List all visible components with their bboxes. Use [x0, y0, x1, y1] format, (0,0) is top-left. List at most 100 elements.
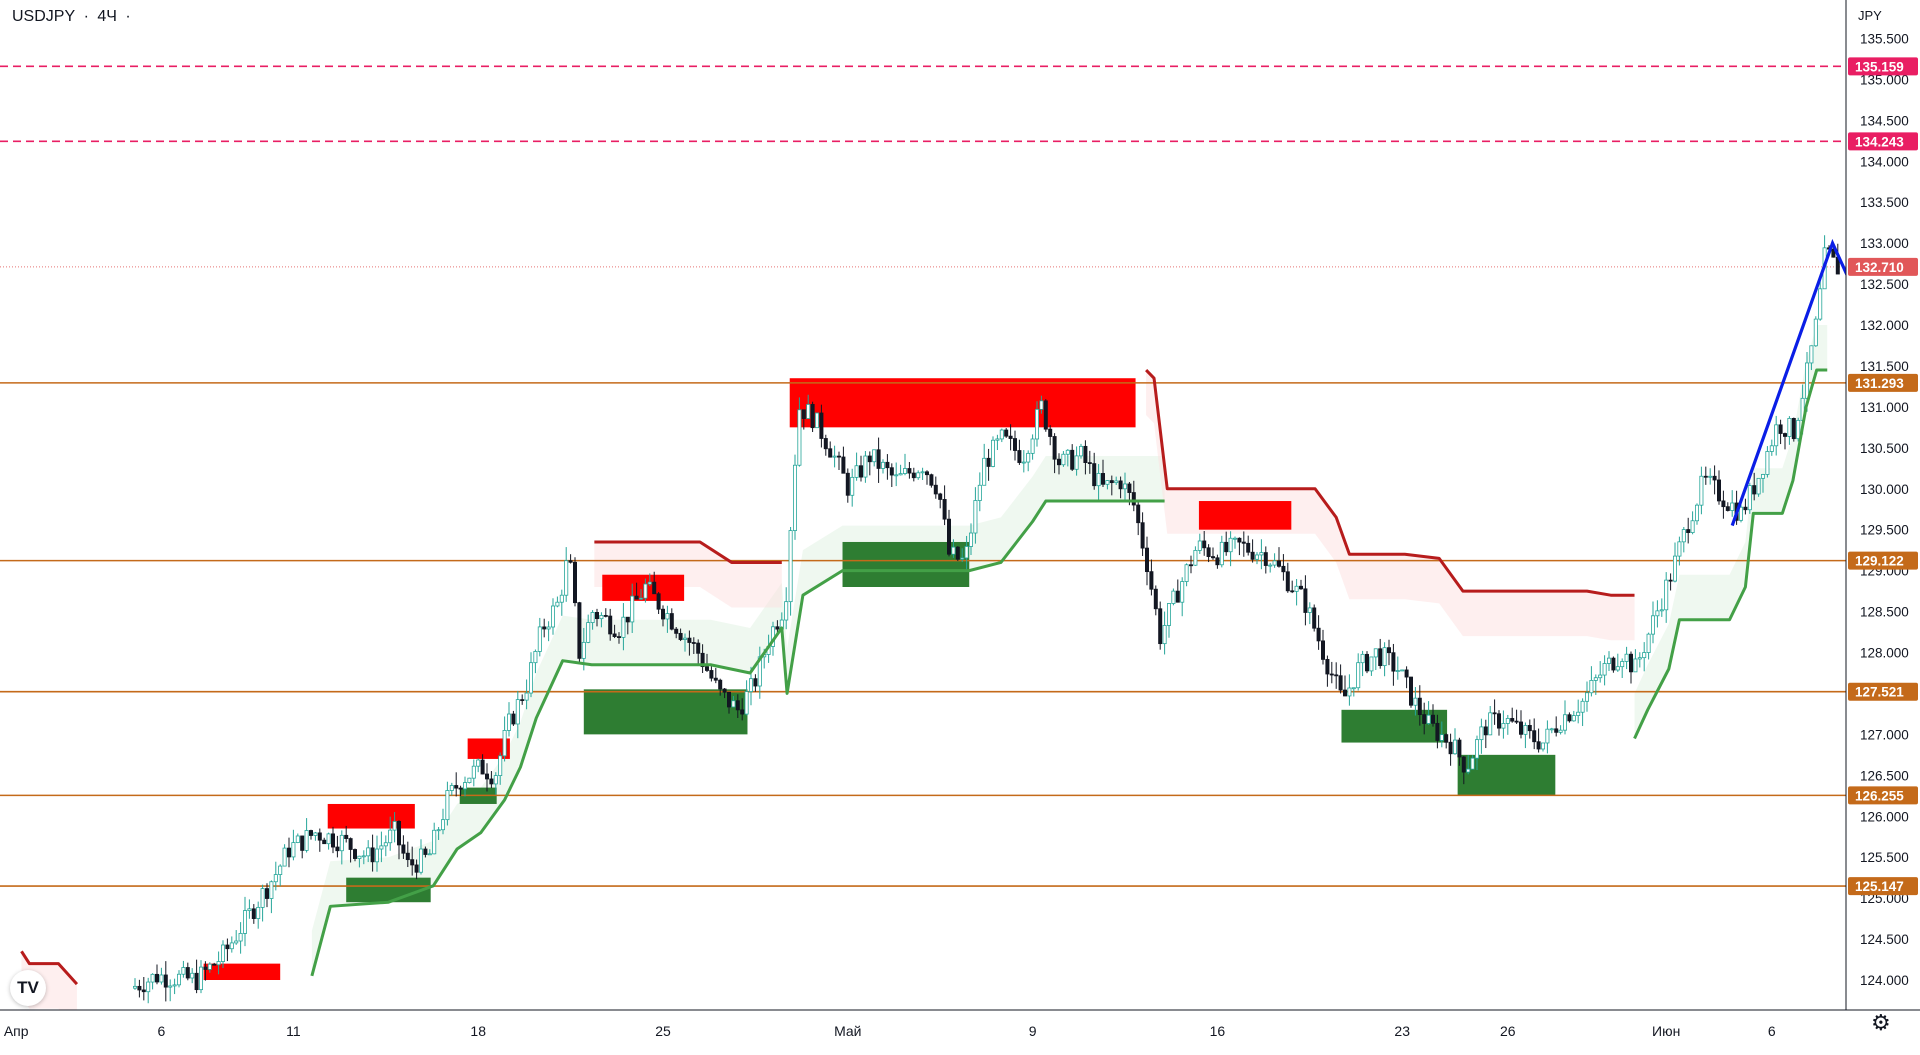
candle-body [1413, 697, 1418, 706]
candle-body [1387, 647, 1392, 654]
candle-body [379, 845, 384, 850]
candle-body [1083, 445, 1088, 463]
candle-body [414, 864, 419, 873]
candle-body [264, 888, 269, 899]
target-price-tag: 135.159 [1855, 59, 1904, 74]
candle-body [1294, 585, 1299, 592]
candle-body [1145, 547, 1150, 573]
candle-body [1277, 560, 1282, 567]
candle-body [1492, 712, 1497, 715]
candle-body [432, 829, 437, 855]
supply-zone-5 [1198, 501, 1292, 530]
candle-body [1180, 581, 1185, 603]
candle-body [344, 834, 349, 839]
candle-body [146, 981, 151, 993]
y-tick-label: 129.500 [1860, 523, 1909, 538]
support-price-tag: 125.147 [1855, 879, 1904, 894]
candle-body [1382, 647, 1387, 667]
candle-body [440, 819, 445, 831]
candle-body [1105, 480, 1110, 485]
candle-body [247, 908, 252, 911]
y-tick-label: 134.000 [1860, 154, 1909, 169]
candle-body [1400, 669, 1405, 672]
candle-body [608, 615, 613, 635]
candle-body [639, 597, 644, 600]
candle-body [1598, 674, 1603, 679]
candle-body [581, 641, 586, 659]
candle-body [1312, 607, 1317, 629]
candle-body [1448, 741, 1453, 755]
candle-body [1805, 362, 1810, 399]
candle-body [220, 944, 225, 962]
candle-body [942, 499, 947, 520]
candle-body [405, 852, 410, 861]
gear-icon[interactable]: ⚙ [1871, 1010, 1891, 1035]
candle-body [1079, 445, 1084, 457]
candle-body [1668, 579, 1673, 582]
candle-body [1096, 473, 1101, 487]
candle-body [198, 966, 203, 991]
candle-body [361, 855, 366, 858]
target-price-tag: 134.243 [1855, 134, 1904, 149]
candle-body [1004, 429, 1009, 437]
candle-body [476, 759, 481, 767]
candle-body [586, 622, 591, 643]
candle-body [955, 546, 960, 560]
candle-body [841, 456, 846, 474]
candle-body [1510, 718, 1515, 722]
candle-body [533, 651, 538, 664]
candle-body [1659, 609, 1664, 612]
interval-label[interactable]: 4Ч [97, 8, 117, 25]
x-tick-label: 23 [1394, 1023, 1410, 1039]
candle-body [1175, 590, 1180, 603]
y-tick-label: 130.000 [1860, 482, 1909, 497]
candle-body [559, 594, 564, 603]
y-tick-label: 134.500 [1860, 113, 1909, 128]
candle-body [1070, 449, 1075, 470]
candle-body [1576, 711, 1581, 716]
candle-body [568, 560, 573, 563]
symbol-name: USDJPY [12, 8, 76, 25]
candle-body [656, 593, 661, 610]
candle-body [1497, 713, 1502, 729]
candle-body [260, 888, 265, 908]
candle-body [458, 787, 463, 790]
candle-body [1184, 564, 1189, 582]
candle-body [1321, 640, 1326, 660]
candle-body [1043, 400, 1048, 430]
candle-body [621, 616, 626, 638]
candle-body [291, 842, 296, 858]
candle-body [1299, 585, 1304, 590]
candle-body [529, 662, 534, 694]
candle-body [286, 847, 291, 858]
candle-body [1114, 480, 1119, 484]
candle-body [1351, 687, 1356, 690]
candle-body [1167, 603, 1172, 626]
candle-body [1193, 550, 1198, 566]
candle-body [1708, 475, 1713, 478]
candle-body [1118, 480, 1123, 490]
candle-body [1290, 590, 1295, 593]
candle-body [1611, 657, 1616, 671]
candle-body [612, 633, 617, 637]
candle-body [916, 472, 921, 479]
candle-body [617, 636, 622, 638]
candle-body [374, 848, 379, 863]
candle-body [1431, 714, 1436, 724]
candle-body [705, 666, 710, 671]
candle-body [1739, 506, 1744, 521]
candle-body [1752, 485, 1757, 495]
target-price-tag-bg [1848, 132, 1918, 151]
candle-body [388, 829, 393, 844]
supply-zone-1 [327, 803, 415, 829]
candle-body [493, 775, 498, 785]
candle-body [449, 785, 454, 791]
candle-body [749, 678, 754, 692]
candle-body [564, 560, 569, 596]
candle-body [678, 632, 683, 640]
candle-body [775, 626, 780, 630]
tradingview-logo-icon[interactable]: TV [10, 970, 46, 1006]
candle-body [1571, 715, 1576, 722]
